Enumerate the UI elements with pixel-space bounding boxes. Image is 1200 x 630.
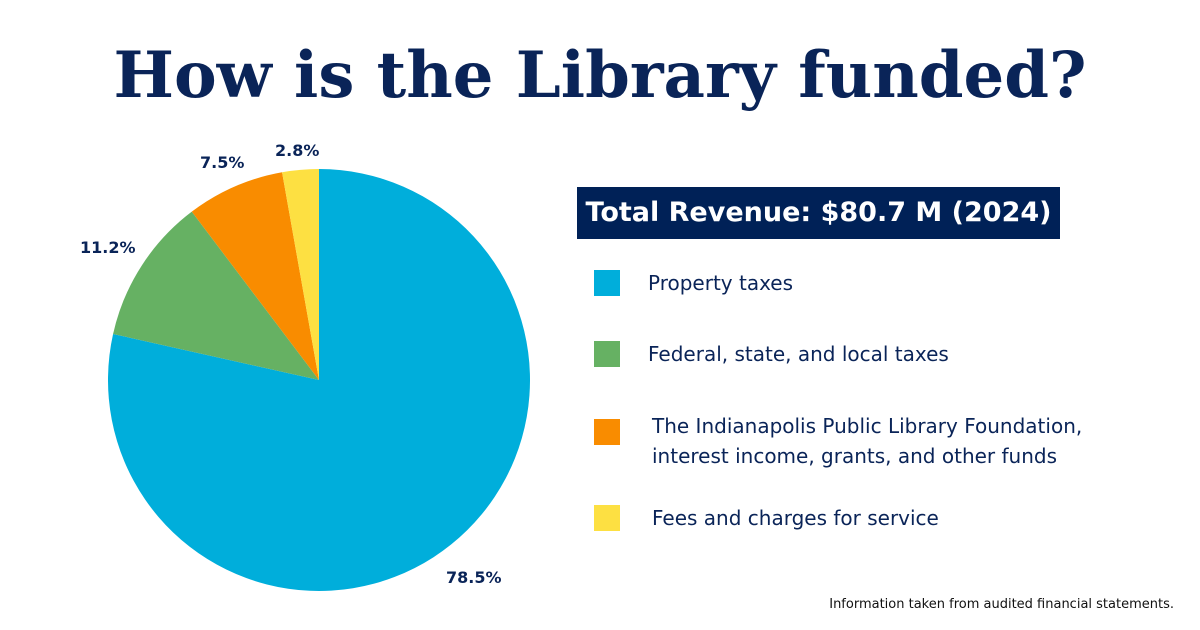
chart-title: How is the Library funded?: [113, 38, 1087, 113]
legend-item-foundation: The Indianapolis Public Library Foundati…: [594, 414, 1082, 471]
total-revenue-banner: Total Revenue: $80.7 M (2024): [577, 187, 1060, 239]
legend-label: Property taxes: [648, 271, 794, 295]
legend-item-property-taxes: Property taxes: [594, 270, 793, 298]
legend-label-line: interest income, grants, and other funds: [652, 444, 1058, 468]
slice-label-foundation: 7.5%: [200, 153, 245, 172]
pie-slice-2: [191, 172, 319, 380]
legend-label: The Indianapolis Public Library Foundati…: [652, 411, 1082, 471]
slice-label-federal-state-local: 11.2%: [80, 238, 136, 257]
legend-label: Federal, state, and local taxes: [648, 342, 949, 366]
pie-slice-3: [282, 169, 319, 380]
legend-item-fees: Fees and charges for service: [594, 505, 939, 533]
legend-swatch: [594, 419, 620, 445]
slice-label-property-taxes: 78.5%: [446, 568, 502, 587]
legend-label: Fees and charges for service: [652, 506, 939, 530]
legend-label-line: The Indianapolis Public Library Foundati…: [652, 414, 1083, 438]
slice-label-fees: 2.8%: [275, 141, 320, 160]
legend-swatch: [594, 341, 620, 367]
legend-swatch: [594, 505, 620, 531]
pie-slice-1: [113, 211, 319, 380]
legend-swatch: [594, 270, 620, 296]
footnote: Information taken from audited financial…: [829, 597, 1174, 612]
legend-item-federal-state-local: Federal, state, and local taxes: [594, 341, 949, 369]
